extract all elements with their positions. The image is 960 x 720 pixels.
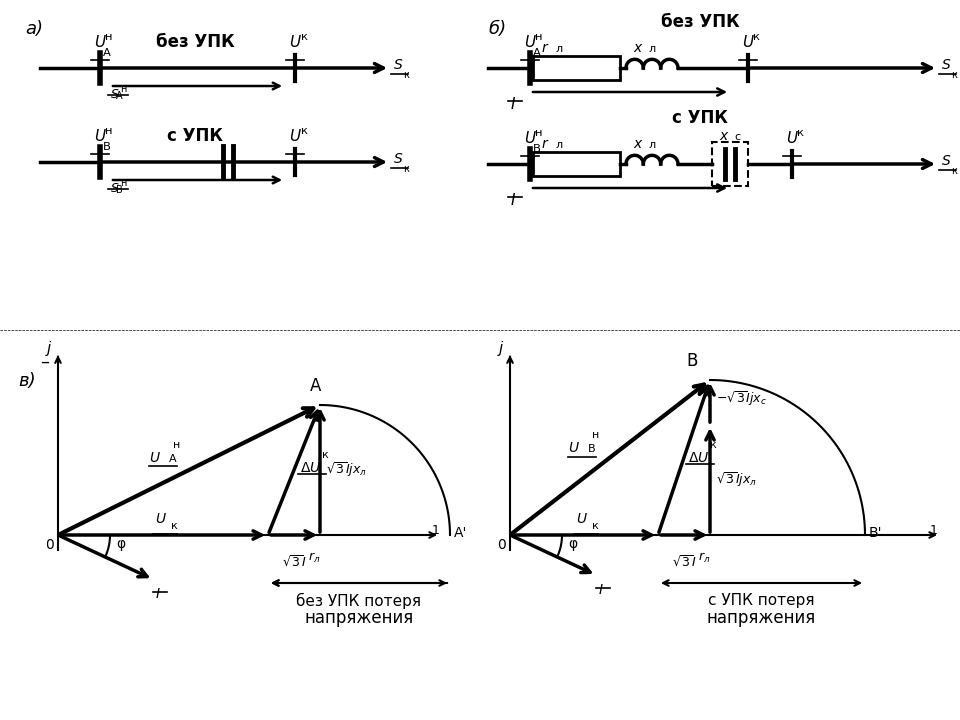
Text: н: н (536, 32, 543, 42)
Text: с УПК потеря: с УПК потеря (708, 593, 815, 608)
Text: к: к (951, 70, 957, 80)
Text: φ: φ (568, 537, 577, 551)
Text: к: к (322, 450, 328, 460)
Text: $S$: $S$ (393, 152, 403, 166)
Text: 1: 1 (930, 524, 938, 538)
Text: $\sqrt{3}I$: $\sqrt{3}I$ (282, 555, 306, 570)
Text: В: В (116, 185, 123, 195)
Text: к: к (592, 521, 599, 531)
Text: $r_{л}$: $r_{л}$ (698, 551, 710, 565)
Text: $S$: $S$ (941, 58, 951, 72)
Text: $U$: $U$ (289, 128, 301, 144)
Text: В: В (104, 142, 111, 152)
Text: в): в) (18, 372, 36, 390)
Text: к: к (300, 126, 307, 136)
Text: В': В' (869, 526, 882, 540)
Text: с: с (734, 132, 740, 142)
Text: $I$: $I$ (598, 583, 604, 597)
Text: А: А (104, 48, 111, 58)
Text: без УПК: без УПК (156, 33, 234, 51)
Bar (533, 56, 620, 80)
Text: $x$: $x$ (719, 129, 730, 143)
Text: $U$: $U$ (576, 512, 588, 526)
Text: А': А' (454, 526, 468, 540)
Text: н: н (120, 84, 127, 94)
Text: к: к (171, 521, 178, 531)
Text: В: В (686, 352, 698, 370)
Text: $j$: $j$ (497, 339, 505, 358)
Text: к: к (754, 32, 760, 42)
Text: с УПК: с УПК (672, 109, 728, 127)
Text: $x$: $x$ (633, 137, 643, 151)
Text: л: л (649, 44, 656, 54)
Text: $U$: $U$ (156, 512, 167, 526)
Text: $r$: $r$ (540, 137, 549, 151)
Text: н: н (106, 32, 113, 42)
Text: $-\sqrt{3}Ijx_{с}$: $-\sqrt{3}Ijx_{с}$ (716, 389, 767, 408)
Text: 0: 0 (45, 538, 54, 552)
Text: $U$: $U$ (289, 34, 301, 50)
Text: 1: 1 (432, 524, 440, 538)
Bar (712, 142, 748, 186)
Text: к: к (403, 164, 409, 174)
Text: $U$: $U$ (93, 34, 107, 50)
Text: л: л (649, 140, 656, 150)
Text: а): а) (25, 20, 43, 38)
Text: без УПК: без УПК (660, 13, 739, 31)
Text: $S$: $S$ (393, 58, 403, 72)
Text: $\sqrt{3}Ijx_{л}$: $\sqrt{3}Ijx_{л}$ (326, 461, 367, 480)
Text: к: к (403, 70, 409, 80)
Text: φ: φ (116, 537, 125, 551)
Text: л: л (556, 140, 564, 150)
Text: л: л (556, 44, 564, 54)
Text: $U$: $U$ (785, 130, 799, 146)
Text: $\sqrt{3}I$: $\sqrt{3}I$ (672, 555, 696, 570)
Text: $I$: $I$ (510, 192, 516, 208)
Text: $U$: $U$ (149, 451, 161, 465)
Text: $\sqrt{3}Ijx_{л}$: $\sqrt{3}Ijx_{л}$ (716, 471, 756, 490)
Text: $U$: $U$ (568, 441, 580, 456)
Text: $r$: $r$ (540, 41, 549, 55)
Text: н: н (106, 126, 113, 136)
Text: $I$: $I$ (510, 96, 516, 112)
Text: $S$: $S$ (110, 182, 120, 195)
Text: н: н (173, 440, 180, 450)
Text: б): б) (488, 20, 506, 38)
Text: $j$: $j$ (45, 339, 53, 358)
Text: $r_{л}$: $r_{л}$ (308, 551, 321, 565)
Text: А: А (169, 454, 177, 464)
Text: –: – (40, 353, 49, 371)
Text: А: А (534, 48, 541, 58)
Text: напряжения: напряжения (304, 609, 414, 627)
Text: к: к (951, 166, 957, 176)
Text: $S$: $S$ (110, 88, 120, 101)
Text: напряжения: напряжения (707, 609, 816, 627)
Text: $U$: $U$ (523, 34, 537, 50)
Text: к: к (798, 128, 804, 138)
Text: к: к (710, 439, 717, 449)
Text: $I$: $I$ (156, 588, 161, 601)
Text: с УПК: с УПК (167, 127, 223, 145)
Text: 0: 0 (497, 538, 506, 552)
Text: к: к (300, 32, 307, 42)
Text: В: В (534, 144, 541, 154)
Text: без УПК потеря: без УПК потеря (297, 593, 421, 609)
Text: н: н (120, 178, 127, 188)
Text: $U$: $U$ (93, 128, 107, 144)
Bar (533, 152, 620, 176)
Text: н: н (592, 431, 599, 441)
Text: $\Delta U$: $\Delta U$ (300, 461, 322, 475)
Text: $S$: $S$ (941, 154, 951, 168)
Text: н: н (536, 128, 543, 138)
Text: $x$: $x$ (633, 41, 643, 55)
Text: $U$: $U$ (741, 34, 755, 50)
Text: $\Delta U$: $\Delta U$ (688, 451, 709, 464)
Text: $U$: $U$ (523, 130, 537, 146)
Text: В: В (588, 444, 595, 454)
Text: А: А (310, 377, 322, 395)
Text: А: А (116, 91, 123, 101)
